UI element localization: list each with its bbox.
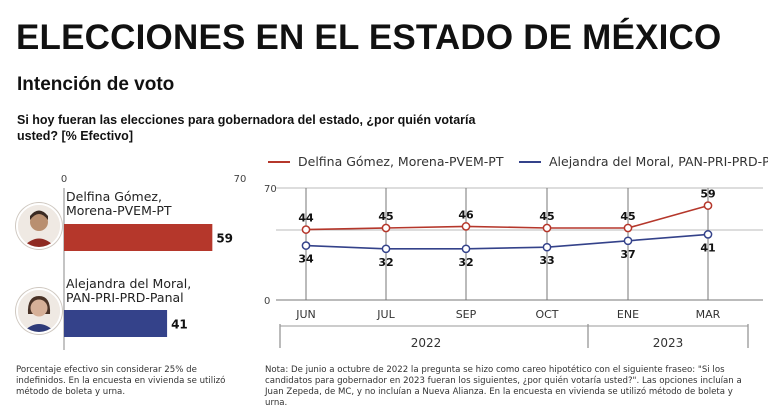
point-s0-5 [703,201,713,210]
month-label-4: ENE [617,308,639,321]
data-label-s1-2: 32 [458,256,473,269]
point-s0-4 [623,223,633,233]
legend-label-moral: Alejandra del Moral, PAN-PRI-PRD-Panal [549,154,768,169]
data-label-s0-4: 45 [620,210,635,223]
person-icon [18,205,60,247]
year-label-2022: 2022 [411,336,442,350]
data-label-s1-5: 41 [700,241,715,254]
point-s1-1 [381,244,391,254]
data-label-s0-3: 45 [539,210,554,223]
data-label-s1-0: 34 [298,253,314,266]
footnote-left: Porcentaje efectivo sin considerar 25% d… [16,365,226,397]
point-s1-4 [623,236,633,246]
person-icon [18,290,60,332]
series-line-1 [305,233,709,250]
month-label-2: SEP [456,308,477,321]
point-s0-1 [381,223,391,233]
legend-swatch-gomez [268,160,290,163]
bar-label-gomez-line-2: Morena-PVEM-PT [66,203,172,218]
point-s0-0 [301,225,311,234]
bar-axis-tick-min: 0 [61,174,67,185]
point-s1-5 [703,230,713,239]
month-label-0: JUN [295,308,316,321]
data-label-s1-3: 33 [539,254,554,267]
point-s0-2 [461,222,471,231]
month-label-3: OCT [535,308,558,321]
footnote-right: Nota: De junio a octubre de 2022 la preg… [265,365,742,408]
data-label-s0-1: 45 [378,210,393,223]
data-label-s1-1: 32 [378,256,393,269]
bar-value-label-1: 41 [171,318,188,332]
point-s1-0 [301,241,311,250]
month-label-5: MAR [696,308,721,321]
line-chart: 70 0 44 45 46 45 45 59 34 32 32 33 37 41 JUN JUL SEP OCT E… [264,184,763,350]
year-label-2023: 2023 [653,336,684,350]
data-label-s0-2: 46 [458,208,474,221]
data-label-s1-4: 37 [620,248,635,261]
legend-label-gomez: Delfina Gómez, Morena-PVEM-PT [298,154,504,169]
bar-0 [64,224,213,251]
bar-value-label-0: 59 [216,232,233,246]
bar-axis-tick-max: 70 [234,174,247,185]
line-axis-tick-max: 70 [264,184,277,195]
avatar-gomez [16,203,62,249]
legend-item-moral: Alejandra del Moral, PAN-PRI-PRD-Panal [519,154,768,169]
bar-label-gomez: Delfina Gómez, Morena-PVEM-PT [66,190,172,218]
legend-swatch-moral [519,160,541,163]
bar-label-moral-line-2: PAN-PRI-PRD-Panal [66,290,184,305]
month-label-1: JUL [376,308,395,321]
bar-label-gomez-line-1: Delfina Gómez, [66,189,162,204]
survey-question: Si hoy fueran las elecciones para gobern… [17,113,476,143]
point-s0-3 [542,223,552,233]
data-label-s0-0: 44 [298,212,314,225]
bar-chart: 0 70 59 41 [61,174,247,350]
series-line-0 [305,204,709,231]
line-axis-tick-min: 0 [264,296,270,307]
bar-label-moral-line-1: Alejandra del Moral, [66,276,192,291]
avatar-moral [16,288,62,334]
legend-item-gomez: Delfina Gómez, Morena-PVEM-PT [268,154,503,169]
page-title: ELECCIONES EN EL ESTADO DE MÉXICO [16,18,722,57]
point-s1-2 [461,244,471,254]
data-label-s0-5: 59 [700,188,715,201]
point-s1-3 [542,242,552,252]
chart-subtitle: Intención de voto [17,74,175,95]
bar-label-moral: Alejandra del Moral, PAN-PRI-PRD-Panal [66,277,191,305]
bar-1 [64,310,168,337]
